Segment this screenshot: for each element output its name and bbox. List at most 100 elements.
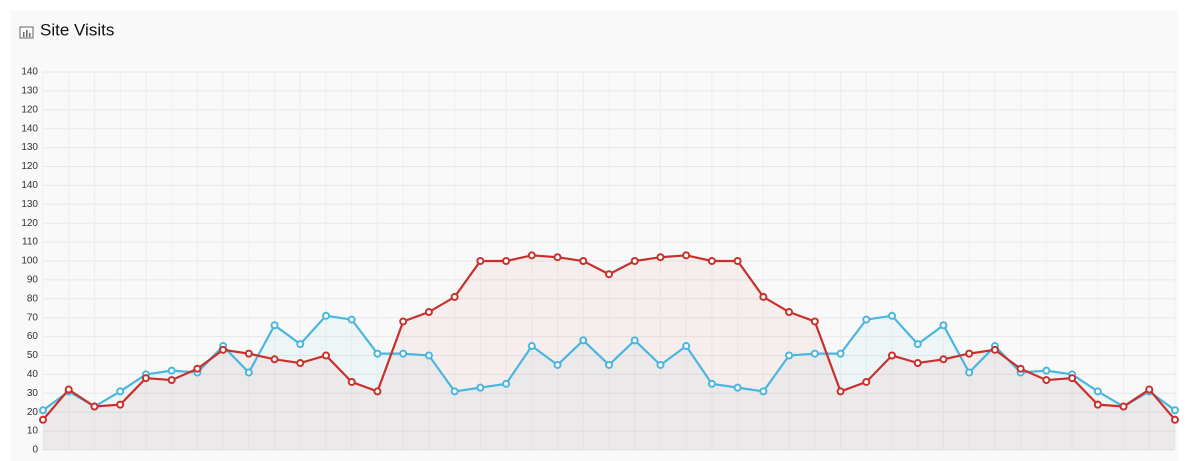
y-tick-label: 130	[21, 142, 38, 153]
point	[116, 387, 125, 396]
point	[502, 257, 511, 265]
point	[579, 336, 588, 345]
point	[1093, 387, 1102, 396]
y-tick-label: 0	[32, 445, 38, 456]
point	[810, 317, 819, 326]
y-tick-label: 120	[21, 161, 38, 172]
y-tick-label: 120	[21, 218, 38, 229]
point	[1093, 400, 1102, 409]
point	[399, 317, 408, 326]
point	[913, 359, 922, 368]
y-tick-label: 140	[21, 123, 38, 134]
point	[785, 308, 794, 317]
point	[39, 415, 47, 424]
area	[43, 255, 1175, 450]
point	[707, 257, 716, 265]
point	[733, 383, 742, 392]
point	[630, 336, 639, 345]
point	[244, 368, 253, 377]
y-tick-label: 130	[21, 86, 38, 97]
point	[270, 321, 279, 330]
y-tick-label: 90	[27, 275, 39, 286]
point	[836, 387, 845, 396]
point	[193, 364, 202, 373]
point	[965, 349, 974, 358]
point	[682, 342, 691, 351]
point	[296, 359, 305, 368]
point	[527, 251, 536, 260]
y-tick-label: 70	[27, 312, 39, 323]
y-tick-label: 100	[21, 256, 38, 267]
point	[322, 351, 330, 360]
chart-icon	[19, 26, 34, 39]
area	[43, 315, 1175, 450]
point	[373, 387, 382, 396]
y-tick-label: 120	[21, 104, 38, 115]
point	[347, 315, 356, 324]
y-tick-label: 110	[22, 237, 38, 248]
point	[605, 270, 613, 279]
point	[656, 360, 665, 369]
y-tick-label: 60	[27, 331, 39, 342]
y-tick-label: 10	[27, 426, 39, 437]
point	[322, 311, 330, 320]
point	[707, 379, 716, 388]
point	[579, 257, 588, 265]
point	[1042, 366, 1051, 375]
point	[888, 351, 896, 360]
point	[1171, 406, 1179, 415]
point	[630, 257, 639, 265]
point	[1042, 376, 1051, 385]
point	[424, 351, 433, 360]
point	[244, 349, 253, 358]
point	[913, 340, 922, 349]
point	[270, 355, 279, 364]
y-tick-label: 80	[27, 293, 39, 304]
panel	[10, 10, 1178, 461]
point	[1068, 374, 1077, 383]
point	[476, 383, 485, 392]
point	[939, 321, 948, 330]
chart-title: Site Visits	[40, 20, 114, 39]
point	[450, 292, 459, 301]
point	[605, 360, 613, 369]
point	[90, 402, 99, 411]
point	[476, 257, 485, 265]
point	[424, 308, 433, 317]
point	[116, 400, 125, 409]
point	[656, 253, 665, 262]
point	[759, 292, 768, 301]
y-tick-label: 130	[21, 199, 38, 210]
point	[785, 351, 794, 360]
point	[888, 311, 896, 320]
y-tick-label: 50	[27, 350, 39, 361]
point	[296, 340, 305, 349]
point	[553, 360, 562, 369]
y-tick-label: 20	[27, 407, 39, 418]
point	[1171, 415, 1179, 424]
point	[450, 387, 459, 396]
point	[1119, 402, 1128, 411]
point	[167, 376, 176, 385]
point	[39, 406, 47, 415]
point	[141, 374, 150, 383]
point	[1016, 364, 1025, 373]
point	[527, 342, 536, 351]
point	[862, 377, 871, 386]
point	[219, 345, 228, 354]
y-tick-label: 30	[27, 388, 39, 399]
point	[862, 315, 871, 324]
point	[759, 387, 768, 396]
point	[399, 349, 408, 358]
point	[64, 385, 73, 394]
y-tick-label: 140	[21, 180, 38, 191]
point	[347, 377, 356, 386]
point	[502, 379, 511, 388]
point	[810, 349, 819, 358]
point	[1145, 385, 1154, 394]
point	[990, 345, 999, 354]
point	[939, 355, 948, 364]
point	[553, 253, 562, 262]
point	[682, 251, 691, 260]
